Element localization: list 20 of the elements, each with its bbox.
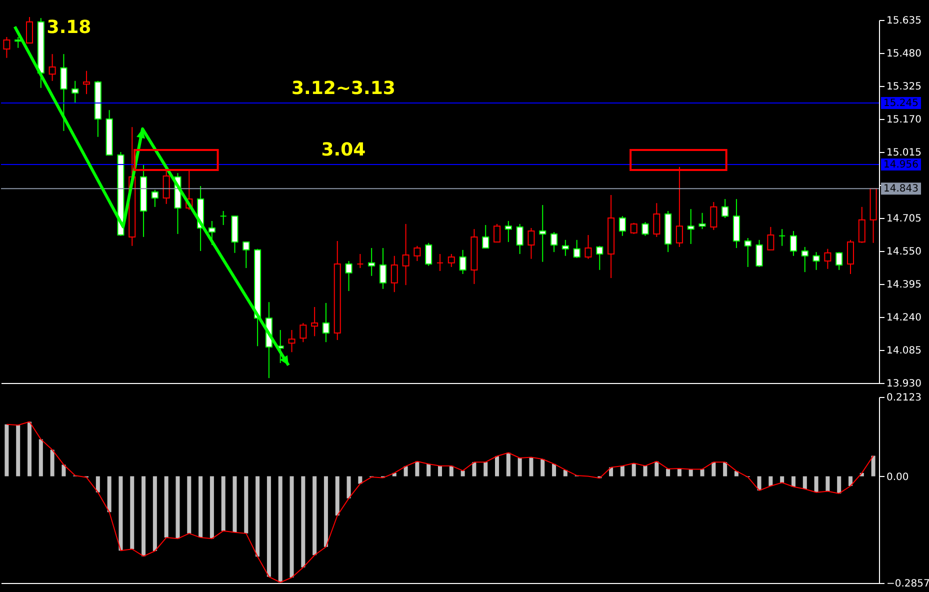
y-tick-label: −0.2857 xyxy=(886,578,929,590)
annotation: 3.18 xyxy=(46,17,92,38)
ref-line-label: 15.245 xyxy=(884,98,918,110)
y-tick-label: 15.170 xyxy=(886,114,922,126)
y-tick-label: 15.635 xyxy=(886,16,922,26)
y-tick-label: 15.325 xyxy=(886,82,922,92)
y-tick-label: 14.240 xyxy=(886,312,922,324)
annotation: 3.12~3.13 xyxy=(291,78,396,100)
y-tick-label: 0.00 xyxy=(886,472,909,483)
y-tick-label: 14.085 xyxy=(886,346,922,356)
y-tick-label: 15.015 xyxy=(886,148,922,158)
y-tick-label: 14.705 xyxy=(886,214,922,224)
y-tick-label: 13.930 xyxy=(886,378,922,390)
ref-line-label: 14.843 xyxy=(884,184,918,195)
y-tick-label: 0.2123 xyxy=(886,392,922,404)
y-tick-label: 14.395 xyxy=(886,280,922,290)
annotation: 3.04 xyxy=(321,140,366,161)
y-tick-label: 14.550 xyxy=(886,246,922,258)
ref-line-label: 14.956 xyxy=(884,160,918,171)
y-tick-label: 15.480 xyxy=(886,48,922,60)
